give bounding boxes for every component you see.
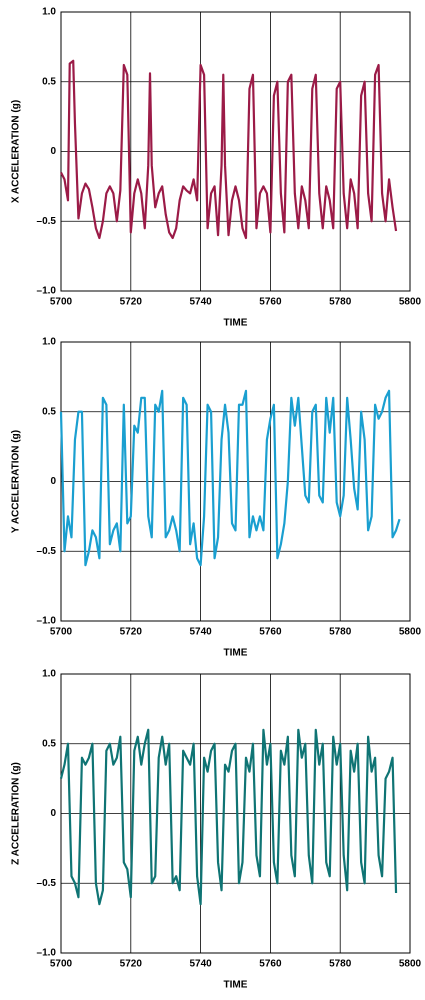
x-axis-label: TIME: [224, 980, 248, 991]
x-tick-label: 5760: [259, 297, 282, 308]
x-tick-label: 5760: [259, 627, 282, 638]
y-tick-label: –0.5: [37, 546, 57, 557]
x-axis-label: TIME: [224, 648, 248, 659]
y-tick-label: 0.5: [42, 76, 56, 87]
y-tick-label: –0.5: [37, 216, 57, 227]
y-tick-label: –1.0: [37, 286, 57, 297]
data-line: [59, 728, 398, 906]
x-tick-label: 5780: [329, 297, 352, 308]
x-tick-label: 5720: [120, 627, 143, 638]
y-tick-label: 1.0: [42, 7, 56, 18]
y-tick-label: 0: [50, 146, 56, 157]
x-tick-label: 5800: [399, 959, 422, 970]
x-tick-label: 5780: [329, 627, 352, 638]
x-tick-label: 5740: [189, 627, 212, 638]
y-axis-label: Z ACCELERATION (g): [11, 762, 22, 865]
x-tick-label: 5800: [399, 627, 422, 638]
y-tick-label: 1.0: [42, 669, 56, 680]
x-tick-label: 5740: [189, 297, 212, 308]
x-tick-label: 5700: [50, 627, 73, 638]
y-tick-label: 0: [50, 476, 56, 487]
x-tick-label: 5720: [120, 959, 143, 970]
x-tick-label: 5780: [329, 959, 352, 970]
x-tick-label: 5760: [259, 959, 282, 970]
y-tick-label: –1.0: [37, 616, 57, 627]
x-tick-label: 5740: [189, 959, 212, 970]
data-line: [60, 59, 398, 240]
y-axis-label: X ACCELERATION (g): [11, 100, 22, 203]
y-tick-label: 0: [50, 808, 56, 819]
x-tick-label: 5700: [50, 959, 73, 970]
x-tick-label: 5800: [399, 297, 422, 308]
data-line: [59, 389, 401, 567]
y-tick-label: 0.5: [42, 406, 56, 417]
x-tick-label: 5720: [120, 297, 143, 308]
y-axis-label: Y ACCELERATION (g): [11, 430, 22, 533]
y-tick-label: –0.5: [37, 878, 57, 889]
y-tick-label: –1.0: [37, 948, 57, 959]
y-tick-label: 0.5: [42, 738, 56, 749]
x-tick-label: 5700: [50, 297, 73, 308]
x-axis-label: TIME: [224, 318, 248, 329]
y-tick-label: 1.0: [42, 337, 56, 348]
